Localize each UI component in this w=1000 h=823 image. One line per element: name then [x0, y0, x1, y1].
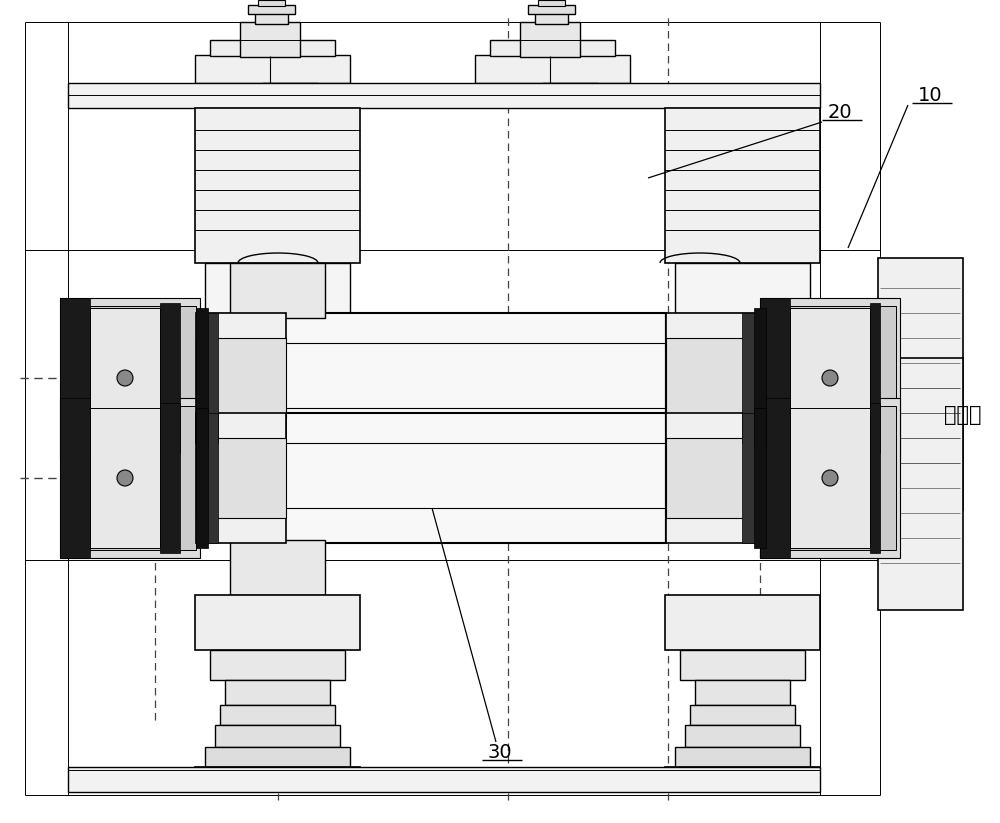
Bar — [60, 398, 200, 558]
Bar — [760, 298, 900, 458]
Text: 30: 30 — [488, 742, 512, 761]
Bar — [208, 313, 218, 443]
Text: 10: 10 — [918, 86, 942, 105]
Bar — [680, 650, 805, 680]
Circle shape — [822, 370, 838, 386]
Bar — [675, 747, 810, 767]
Bar — [665, 108, 820, 263]
Bar — [68, 306, 196, 450]
Bar — [790, 308, 870, 448]
Bar — [230, 540, 325, 595]
Bar — [742, 413, 754, 543]
Bar — [790, 408, 870, 548]
Circle shape — [117, 470, 133, 486]
Bar — [538, 0, 565, 6]
Bar — [208, 413, 218, 543]
Bar — [535, 12, 568, 24]
Bar — [195, 595, 360, 650]
Bar — [195, 55, 350, 83]
Circle shape — [150, 353, 160, 363]
Circle shape — [822, 470, 838, 486]
Bar — [768, 406, 896, 550]
Bar — [666, 338, 756, 418]
Circle shape — [150, 393, 160, 403]
Bar — [205, 747, 350, 767]
Bar — [160, 403, 180, 553]
Bar — [284, 313, 666, 443]
Bar — [666, 413, 756, 543]
Bar — [220, 705, 335, 725]
Bar — [870, 403, 880, 553]
Bar — [60, 398, 90, 558]
Bar — [475, 55, 630, 83]
Circle shape — [815, 393, 825, 403]
Bar — [675, 263, 810, 313]
Bar — [215, 725, 340, 747]
Bar — [666, 313, 756, 443]
Circle shape — [815, 353, 825, 363]
Circle shape — [150, 493, 160, 503]
Bar — [258, 0, 285, 6]
Bar — [68, 767, 820, 792]
Circle shape — [815, 453, 825, 463]
Bar — [666, 438, 756, 518]
Bar — [665, 767, 820, 792]
Text: 20: 20 — [828, 103, 852, 122]
Bar — [665, 595, 820, 650]
Bar — [68, 83, 820, 108]
Bar — [210, 40, 335, 56]
Circle shape — [117, 370, 133, 386]
Bar — [196, 313, 286, 443]
Bar — [528, 5, 575, 14]
Bar — [760, 298, 790, 458]
Bar — [255, 12, 288, 24]
Bar — [60, 298, 200, 458]
Bar — [68, 406, 196, 550]
Bar — [196, 408, 208, 548]
Bar — [230, 263, 325, 318]
Bar — [196, 308, 208, 448]
Circle shape — [815, 493, 825, 503]
Bar — [205, 263, 350, 313]
Bar — [196, 413, 286, 543]
Bar — [160, 303, 180, 453]
Bar — [760, 398, 900, 558]
Bar — [870, 303, 880, 453]
Bar — [248, 5, 295, 14]
Text: 传动側: 传动側 — [944, 405, 982, 425]
Bar — [240, 22, 300, 57]
Bar — [90, 308, 160, 448]
Bar — [685, 725, 800, 747]
Bar — [196, 338, 286, 418]
Bar — [695, 680, 790, 705]
Bar — [754, 308, 766, 448]
Bar — [210, 650, 345, 680]
Bar — [742, 313, 754, 443]
Bar — [196, 438, 286, 518]
Bar — [754, 408, 766, 548]
Bar — [520, 22, 580, 57]
Bar — [878, 358, 963, 610]
Bar — [60, 298, 90, 458]
Bar — [284, 413, 666, 543]
Bar — [690, 705, 795, 725]
Circle shape — [150, 453, 160, 463]
Bar — [768, 306, 896, 450]
Bar — [195, 767, 360, 792]
Bar — [490, 40, 615, 56]
Bar — [90, 408, 160, 548]
Bar — [878, 258, 963, 510]
Bar — [225, 680, 330, 705]
Bar — [195, 108, 360, 263]
Bar — [760, 398, 790, 558]
